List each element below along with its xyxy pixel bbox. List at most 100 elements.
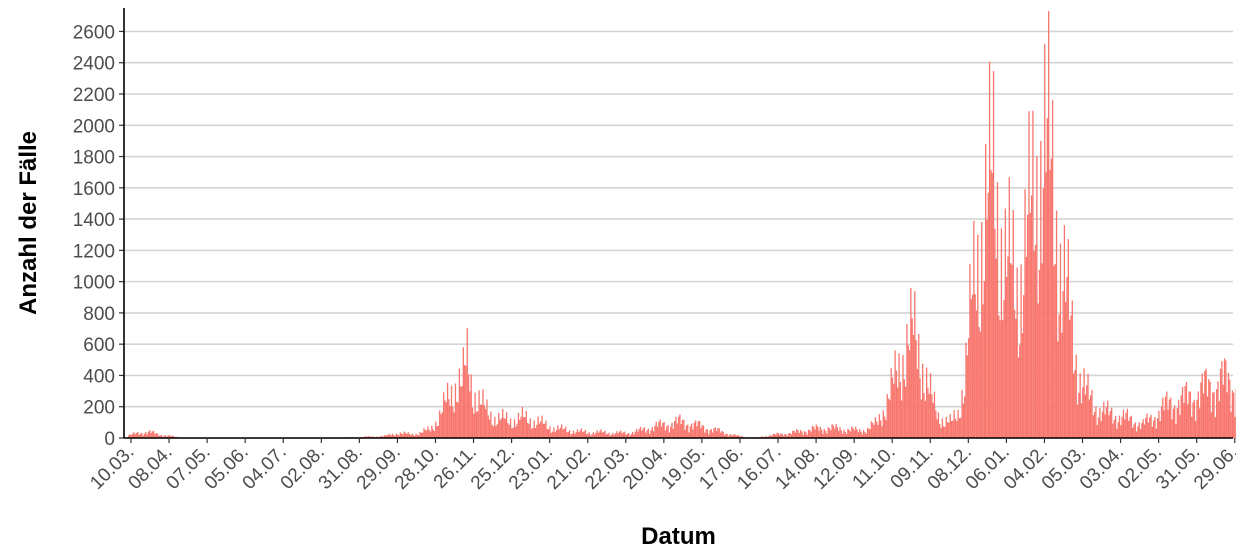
bar <box>725 433 727 438</box>
bar <box>393 434 395 438</box>
bar <box>982 304 984 438</box>
bar <box>146 434 148 438</box>
bar <box>1046 118 1049 438</box>
bar <box>1227 372 1230 438</box>
x-axis: 10.03.08.04.07.05.05.06.04.07.02.08.31.0… <box>86 437 1236 494</box>
y-tick-label: 0 <box>104 429 115 450</box>
bar <box>1200 382 1202 438</box>
bar <box>148 429 151 438</box>
bar <box>927 387 929 438</box>
bar <box>579 430 581 438</box>
bar <box>1017 357 1020 438</box>
bar <box>1138 422 1140 438</box>
bar <box>880 420 882 438</box>
bar <box>521 406 524 438</box>
bar <box>663 421 665 438</box>
bar <box>1168 399 1171 438</box>
bar <box>638 428 640 438</box>
bar <box>425 430 428 438</box>
bar <box>1090 395 1092 438</box>
bar <box>1045 172 1047 438</box>
bar <box>765 436 768 438</box>
bar <box>866 428 869 438</box>
bar <box>848 429 850 438</box>
bar <box>666 426 668 438</box>
bar <box>652 431 655 438</box>
bar <box>1070 315 1072 438</box>
bar <box>704 432 706 438</box>
bar <box>160 434 163 438</box>
bar <box>869 429 871 438</box>
bar <box>495 425 497 438</box>
bar <box>694 420 697 438</box>
bar <box>553 427 555 438</box>
bar <box>897 387 899 438</box>
bar <box>887 398 890 438</box>
bar <box>1154 416 1156 438</box>
bar <box>1130 415 1133 438</box>
bar <box>915 340 917 438</box>
bar <box>844 431 846 438</box>
bar <box>389 434 391 438</box>
bar <box>1158 410 1160 438</box>
bar <box>731 435 734 438</box>
bar <box>1151 426 1154 438</box>
bar <box>814 429 816 438</box>
bar <box>515 426 517 438</box>
bar <box>826 433 828 438</box>
bar <box>1185 381 1188 438</box>
bar <box>477 411 479 438</box>
y-axis: 0 200 400 600 800 1000 1200 1400 1600 1800 2000 220… <box>73 8 125 450</box>
bar <box>771 436 773 438</box>
bar <box>542 423 545 438</box>
bar <box>628 432 630 438</box>
bar <box>599 431 601 438</box>
bar <box>740 436 743 438</box>
bar <box>805 432 807 438</box>
bar <box>672 428 674 438</box>
bar <box>662 422 664 438</box>
bar <box>554 432 556 438</box>
bar <box>780 433 782 438</box>
bar <box>778 434 781 438</box>
bar <box>129 434 131 438</box>
bar <box>797 430 799 438</box>
bar <box>788 433 790 438</box>
bar <box>1216 389 1218 438</box>
bar <box>473 413 475 438</box>
bar <box>817 426 819 438</box>
bar <box>1063 225 1066 438</box>
bar <box>1021 333 1024 438</box>
bar <box>398 435 400 438</box>
bar <box>847 428 849 438</box>
bar <box>442 392 445 438</box>
bar <box>651 426 653 438</box>
bar <box>1032 110 1034 438</box>
bar <box>1016 267 1018 438</box>
bar <box>931 394 933 438</box>
bar <box>861 434 863 438</box>
bar <box>620 430 622 438</box>
bar <box>696 426 698 438</box>
bar <box>523 417 525 438</box>
bar <box>549 426 551 438</box>
bar <box>372 436 374 438</box>
bar <box>571 433 573 438</box>
bar <box>1191 416 1193 438</box>
bar <box>608 432 610 438</box>
bar <box>935 410 937 438</box>
bar <box>916 369 919 438</box>
bar <box>969 263 971 438</box>
bar <box>735 435 737 438</box>
bar <box>1192 402 1194 438</box>
bar <box>1206 396 1209 438</box>
bar <box>441 412 443 438</box>
bar <box>660 426 663 438</box>
bar <box>706 429 709 438</box>
bar <box>692 429 694 438</box>
bar <box>990 169 992 438</box>
bar <box>1041 263 1043 438</box>
bar <box>525 411 527 438</box>
bar <box>944 427 946 438</box>
bar <box>996 182 999 438</box>
